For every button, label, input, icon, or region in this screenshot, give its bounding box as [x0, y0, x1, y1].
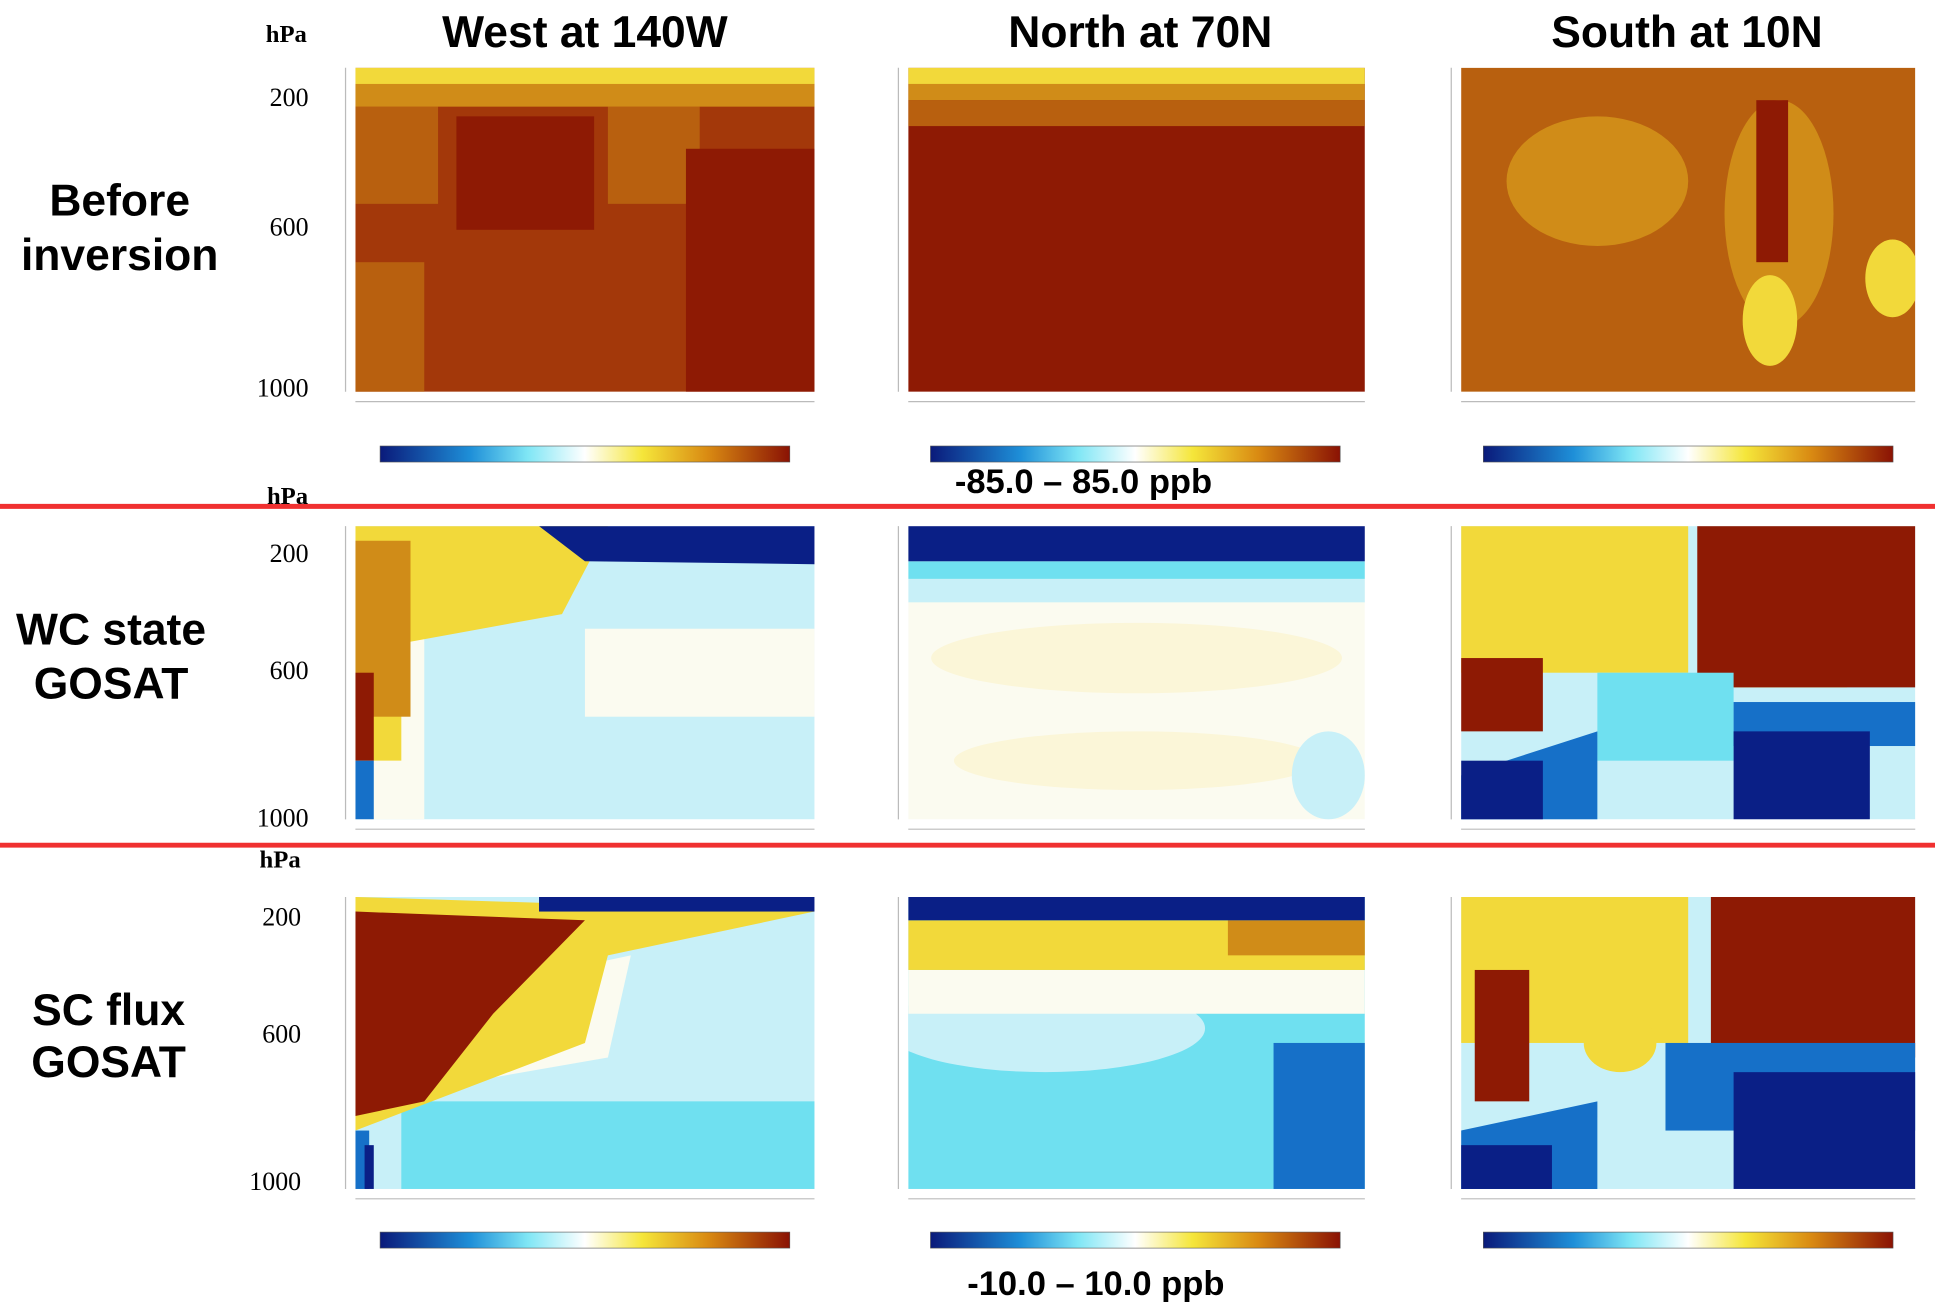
field-patch — [355, 526, 608, 761]
row-label: inversion — [21, 231, 218, 280]
field-patch — [908, 578, 1365, 603]
field-patch — [908, 561, 1365, 579]
column-title: South at 10N — [1551, 8, 1822, 57]
field-patch — [908, 526, 1365, 562]
heatmap-panel — [1450, 67, 1916, 403]
y-tick-label: 200 — [270, 539, 309, 568]
field-patch — [1583, 1013, 1657, 1073]
row-label: GOSAT — [31, 1038, 186, 1087]
field-patch — [401, 1101, 815, 1189]
field-patch — [1733, 1072, 1916, 1189]
field-patch — [539, 526, 815, 565]
field-patch — [1710, 896, 1916, 1058]
colorbar — [930, 1231, 1341, 1249]
y-tick-label: 1000 — [257, 374, 309, 403]
heatmap-field — [1461, 896, 1916, 1189]
field-patch — [1742, 275, 1798, 366]
heatmap-panel — [344, 67, 815, 403]
y-tick-label: 200 — [262, 902, 301, 931]
y-tick-label: 600 — [262, 1019, 301, 1048]
heatmap-panel — [897, 526, 1365, 830]
heatmap-field — [355, 896, 815, 1189]
field-patch — [1461, 526, 1689, 673]
field-patch — [1273, 1042, 1365, 1189]
row-label: Before — [49, 177, 190, 226]
field-patch — [931, 622, 1343, 694]
axis-unit: hPa — [266, 21, 307, 48]
field-patch — [355, 911, 585, 1116]
heatmap-field — [908, 526, 1365, 820]
field-patch — [1506, 116, 1689, 246]
y-tick-label: 1000 — [249, 1167, 301, 1196]
field-patch — [1474, 969, 1530, 1102]
field-patch — [685, 148, 815, 392]
heatmap-field — [1461, 67, 1916, 392]
colorbar-range: -10.0 – 10.0 ppb — [967, 1265, 1224, 1303]
field-patch — [1756, 100, 1789, 263]
colorbar-range: -85.0 – 85.0 ppb — [955, 463, 1212, 501]
field-patch — [908, 83, 1365, 101]
field-patch — [953, 731, 1320, 791]
field-patch — [539, 896, 815, 912]
field-patch — [355, 83, 815, 107]
field-patch — [908, 67, 1365, 84]
heatmap-panel — [897, 896, 1365, 1200]
heatmap-field — [1461, 526, 1916, 820]
column-title: West at 140W — [442, 8, 728, 57]
field-patch — [908, 969, 1365, 1014]
field-patch — [355, 760, 374, 820]
field-patch — [908, 896, 1365, 921]
colorbar — [1483, 445, 1894, 463]
field-patch — [1461, 67, 1916, 392]
row-label: WC state — [16, 605, 206, 654]
field-patch — [584, 628, 815, 717]
y-tick-label: 200 — [270, 83, 309, 112]
field-patch — [1227, 920, 1365, 956]
field-patch — [1461, 1145, 1552, 1189]
y-tick-label: 1000 — [257, 804, 309, 833]
row-label: SC flux — [32, 986, 185, 1035]
field-patch — [364, 1145, 374, 1189]
heatmap-panel — [1450, 526, 1916, 830]
heatmap-field — [908, 896, 1365, 1189]
colorbar — [379, 1231, 791, 1249]
field-patch — [355, 262, 425, 392]
field-patch — [1697, 526, 1916, 688]
field-patch — [1461, 760, 1543, 820]
column-title: North at 70N — [1008, 8, 1272, 57]
heatmap-panel — [1450, 896, 1916, 1200]
field-patch — [1461, 658, 1543, 732]
field-patch — [1733, 731, 1870, 820]
axis-unit: hPa — [267, 483, 308, 510]
colorbar — [379, 445, 791, 463]
field-patch — [355, 672, 374, 761]
heatmap-panel — [897, 67, 1365, 403]
axis-unit: hPa — [260, 846, 301, 873]
field-patch — [355, 106, 439, 204]
field-patch — [355, 67, 815, 84]
colorbar — [1483, 1231, 1894, 1249]
field-patch — [607, 106, 700, 204]
field-patch — [908, 100, 1365, 127]
heatmap-panel — [344, 526, 815, 830]
field-patch — [1291, 731, 1365, 820]
colorbar — [930, 445, 1341, 463]
heatmap-field — [355, 526, 815, 820]
heatmap-field — [355, 67, 815, 392]
field-patch — [1865, 239, 1916, 318]
row-label: GOSAT — [34, 660, 189, 709]
heatmap-field — [908, 67, 1365, 392]
y-tick-label: 600 — [270, 212, 309, 241]
field-patch — [1597, 672, 1734, 761]
field-patch — [456, 116, 595, 230]
heatmap-panel — [344, 896, 815, 1200]
y-tick-label: 600 — [270, 656, 309, 685]
